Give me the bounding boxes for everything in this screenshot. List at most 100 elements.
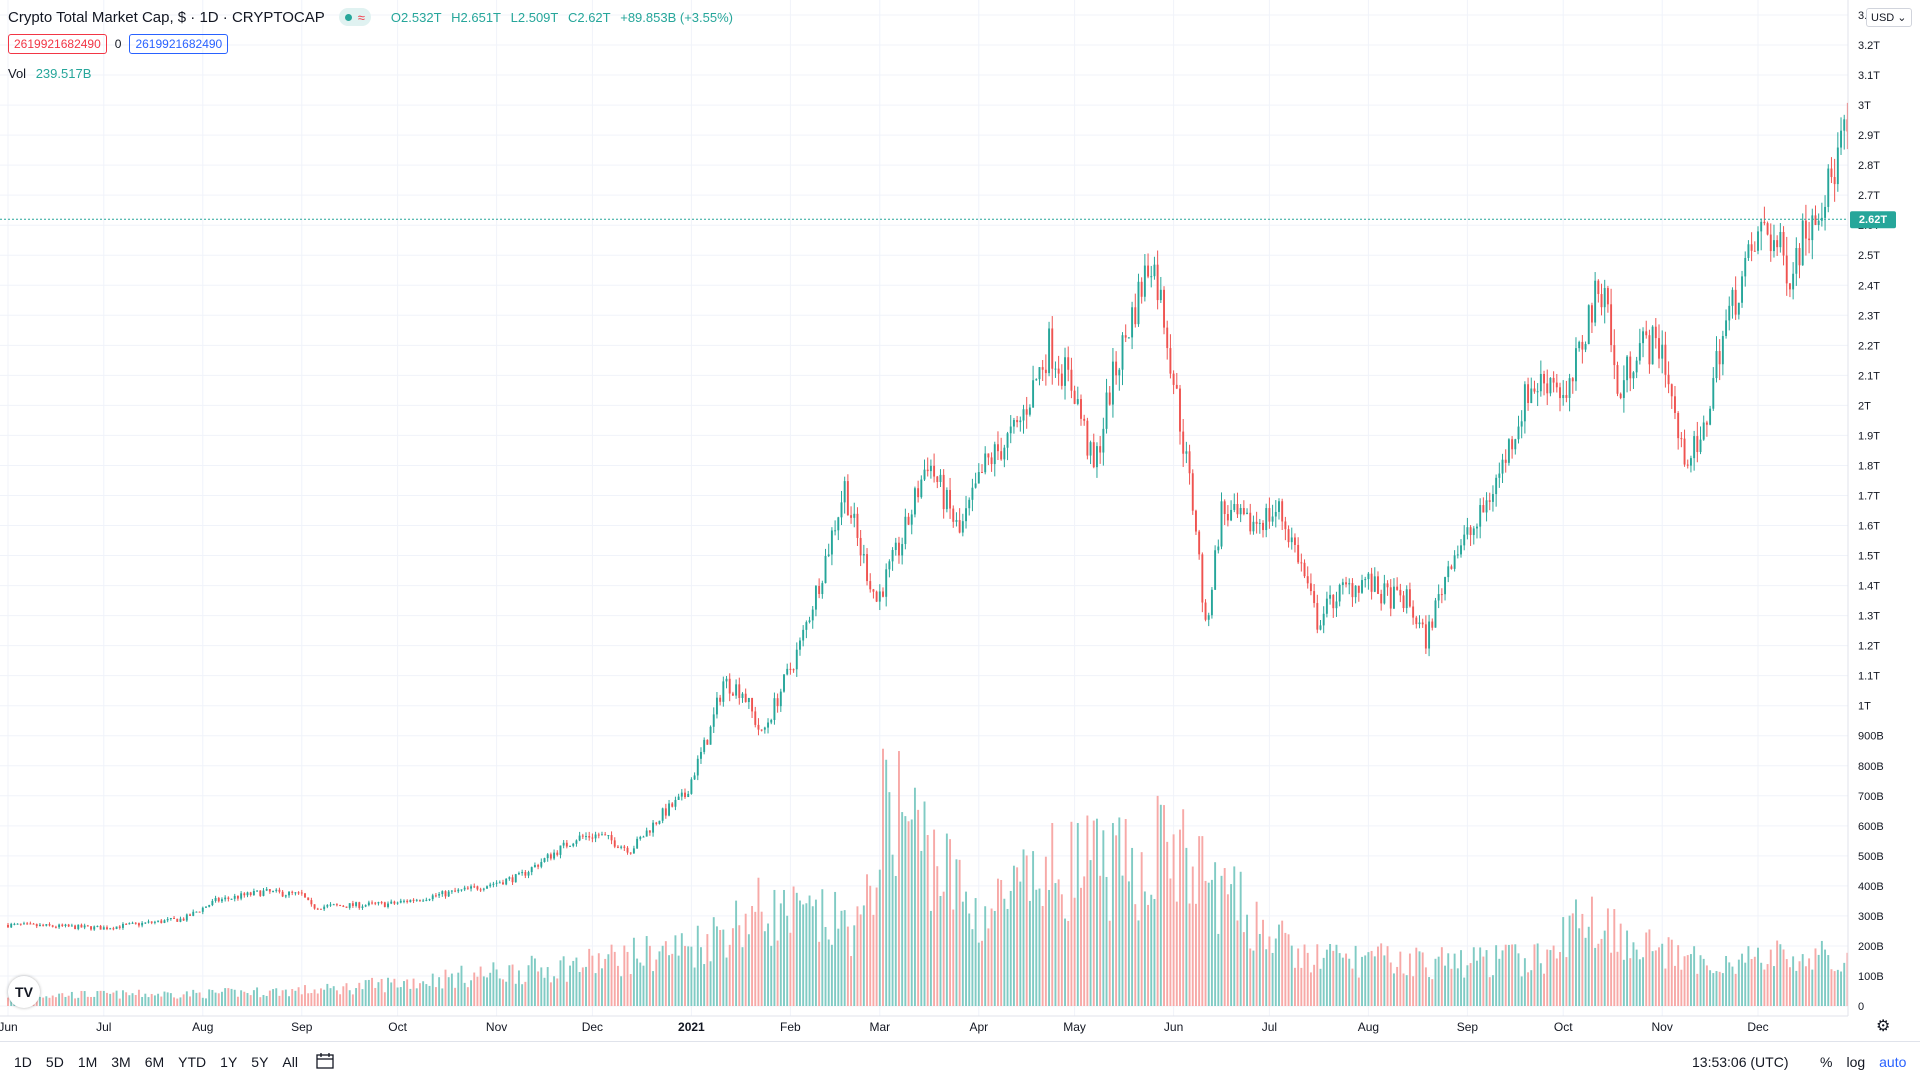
volume-bar: [112, 992, 115, 1006]
candle-body: [460, 889, 463, 891]
candle-body: [677, 796, 680, 800]
candle-body: [1517, 426, 1520, 440]
candle-body: [1757, 231, 1759, 251]
candle-body: [54, 926, 57, 928]
auto-scale-toggle[interactable]: auto: [1879, 1054, 1907, 1070]
candle-body: [1175, 384, 1178, 389]
volume-bar: [1642, 957, 1644, 1006]
range-6m[interactable]: 6M: [144, 1054, 165, 1070]
candle-body: [1785, 255, 1788, 284]
candle-body: [1677, 412, 1680, 439]
volume-bar: [808, 895, 811, 1006]
candle-body: [1562, 395, 1565, 399]
percent-scale-toggle[interactable]: %: [1820, 1054, 1833, 1070]
volume-bar: [345, 983, 348, 1006]
volume-bar: [728, 944, 731, 1006]
candle-body: [217, 897, 220, 902]
volume-bar: [438, 977, 441, 1006]
currency-label: USD: [1871, 12, 1895, 24]
candle-body: [1127, 337, 1130, 339]
ask-box[interactable]: 2619921682490: [129, 34, 229, 54]
utc-clock[interactable]: 13:53:06 (UTC): [1692, 1054, 1789, 1070]
candle-body: [620, 846, 623, 848]
volume-bar: [1715, 971, 1718, 1006]
volume-bar: [1709, 970, 1712, 1006]
volume-bar: [1562, 917, 1565, 1006]
volume-bar: [773, 889, 776, 1006]
volume-bar: [348, 990, 351, 1006]
range-3m[interactable]: 3M: [111, 1054, 131, 1070]
ohlc-values: O2.532T H2.651T L2.509T C2.62T +89.853B …: [391, 10, 739, 25]
candle-body: [1747, 244, 1750, 258]
market-status-pill[interactable]: ≈: [338, 8, 371, 26]
range-all[interactable]: All: [282, 1054, 298, 1070]
volume-bar: [821, 889, 824, 1006]
volume-bar: [929, 910, 932, 1006]
candle-body: [1549, 377, 1552, 394]
range-1m[interactable]: 1M: [77, 1054, 98, 1070]
candle-body: [1622, 380, 1625, 398]
volume-bar: [1102, 830, 1105, 1006]
candle-body: [1099, 446, 1102, 453]
candle-body: [1699, 439, 1702, 453]
candle-body: [898, 542, 900, 556]
volume-bar: [837, 928, 840, 1006]
range-ytd[interactable]: YTD: [178, 1054, 207, 1070]
candle-body: [1476, 526, 1478, 529]
volume-bar: [1460, 950, 1462, 1006]
currency-dropdown[interactable]: USD ⌄: [1866, 8, 1912, 27]
candle-body: [278, 889, 281, 892]
candle-body: [578, 835, 581, 841]
volume-bar: [1737, 959, 1740, 1006]
candle-body: [952, 508, 955, 522]
candle-body: [591, 837, 594, 839]
candle-body: [894, 542, 897, 550]
candle-body: [160, 920, 163, 923]
volume-bar: [396, 987, 399, 1006]
range-5d[interactable]: 5D: [45, 1054, 64, 1070]
candle-body: [307, 897, 310, 901]
candle-body: [1345, 582, 1348, 585]
candle-body: [1402, 595, 1405, 609]
volume-bar: [674, 935, 677, 1006]
candle-body: [1440, 594, 1443, 596]
volume-bar: [882, 748, 884, 1006]
log-scale-toggle[interactable]: log: [1846, 1054, 1866, 1070]
volume-bar: [939, 895, 942, 1006]
calendar-icon[interactable]: [316, 1053, 334, 1069]
candle-body: [799, 640, 801, 650]
range-5y[interactable]: 5Y: [251, 1054, 269, 1070]
range-1d[interactable]: 1D: [14, 1054, 32, 1070]
candle-body: [805, 622, 808, 630]
tradingview-logo-icon[interactable]: TV: [8, 976, 40, 1008]
price-chart[interactable]: 3.3T3.2T3.1T3T2.9T2.8T2.7T2.6T2.5T2.4T2.…: [0, 0, 1920, 1041]
volume-bar: [1070, 821, 1073, 1006]
candle-body: [345, 906, 348, 908]
candle-body: [1581, 341, 1584, 350]
candle-body: [1788, 283, 1791, 290]
volume-bar: [1166, 841, 1169, 1006]
candle-body: [1134, 307, 1137, 325]
volume-bar: [1795, 970, 1798, 1006]
volume-bar: [559, 960, 562, 1006]
symbol-title[interactable]: Crypto Total Market Cap, $ · 1D · CRYPTO…: [8, 8, 325, 26]
candle-body: [1715, 351, 1718, 379]
candle-body: [1399, 589, 1402, 596]
volume-bar: [926, 835, 929, 1006]
candle-body: [1169, 348, 1172, 374]
candle-body: [169, 917, 172, 920]
volume-bar: [1351, 968, 1354, 1006]
candle-body: [933, 465, 936, 477]
volume-bar: [252, 990, 255, 1006]
bid-box[interactable]: 2619921682490: [8, 34, 107, 54]
volume-bar: [476, 976, 479, 1006]
candle-body: [1450, 566, 1453, 569]
volume-bar: [1121, 875, 1124, 1006]
candle-body: [1322, 613, 1325, 626]
volume-bar: [1204, 880, 1207, 1006]
volume-bar: [543, 977, 546, 1006]
candle-body: [205, 906, 207, 908]
candle-body: [249, 892, 252, 895]
gear-icon[interactable]: ⚙: [1876, 1018, 1891, 1035]
range-1y[interactable]: 1Y: [220, 1054, 238, 1070]
